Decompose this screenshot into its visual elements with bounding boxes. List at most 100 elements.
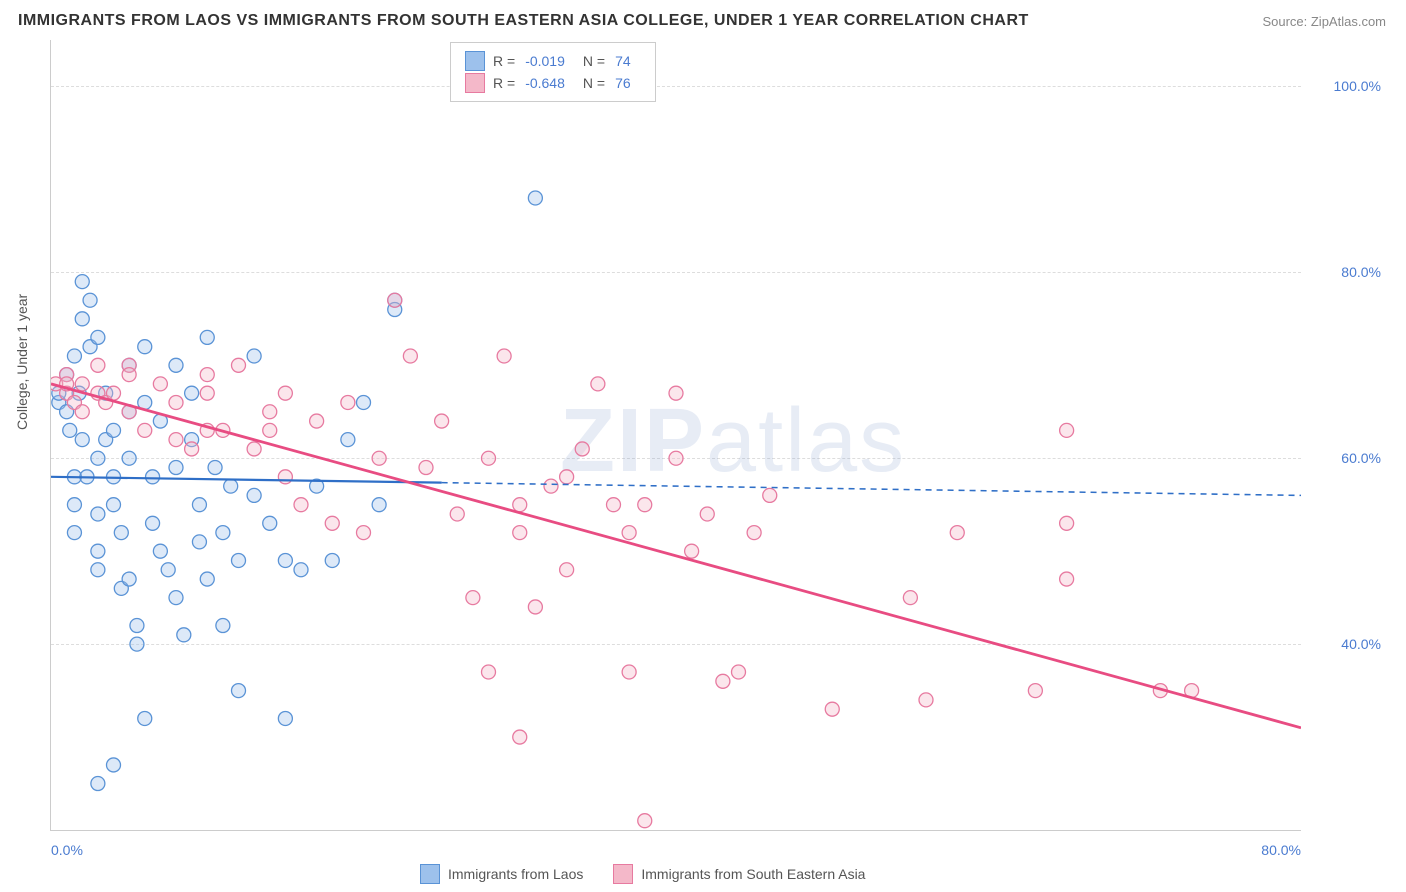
- scatter-point: [169, 433, 183, 447]
- r-label: R =: [493, 75, 515, 91]
- scatter-point: [419, 461, 433, 475]
- scatter-point: [919, 693, 933, 707]
- scatter-point: [497, 349, 511, 363]
- scatter-point: [560, 470, 574, 484]
- scatter-point: [232, 684, 246, 698]
- scatter-point: [357, 526, 371, 540]
- scatter-point: [107, 758, 121, 772]
- scatter-point: [200, 368, 214, 382]
- scatter-point: [263, 405, 277, 419]
- scatter-point: [169, 461, 183, 475]
- scatter-point: [169, 395, 183, 409]
- scatter-point: [192, 535, 206, 549]
- scatter-point: [482, 451, 496, 465]
- scatter-point: [763, 488, 777, 502]
- scatter-point: [91, 777, 105, 791]
- scatter-point: [263, 516, 277, 530]
- r-value-sea: -0.648: [525, 75, 565, 91]
- scatter-point: [232, 553, 246, 567]
- y-tick-label: 60.0%: [1311, 450, 1381, 466]
- scatter-point: [122, 368, 136, 382]
- scatter-point: [130, 619, 144, 633]
- scatter-point: [435, 414, 449, 428]
- scatter-point: [185, 386, 199, 400]
- scatter-point: [138, 423, 152, 437]
- scatter-point: [528, 600, 542, 614]
- scatter-point: [247, 488, 261, 502]
- scatter-point: [638, 814, 652, 828]
- scatter-point: [950, 526, 964, 540]
- scatter-point: [825, 702, 839, 716]
- scatter-point: [278, 711, 292, 725]
- scatter-point: [591, 377, 605, 391]
- scatter-point: [669, 451, 683, 465]
- r-value-laos: -0.019: [525, 53, 565, 69]
- swatch-sea: [465, 73, 485, 93]
- scatter-point: [83, 293, 97, 307]
- scatter-point: [263, 423, 277, 437]
- scatter-point: [278, 553, 292, 567]
- n-label: N =: [583, 75, 605, 91]
- scatter-point: [341, 433, 355, 447]
- n-value-sea: 76: [615, 75, 631, 91]
- scatter-point: [153, 377, 167, 391]
- scatter-point: [75, 275, 89, 289]
- scatter-point: [67, 526, 81, 540]
- scatter-point: [1060, 423, 1074, 437]
- legend-row-sea: R = -0.648 N = 76: [465, 73, 641, 93]
- legend-item-laos: Immigrants from Laos: [420, 864, 583, 884]
- scatter-point: [747, 526, 761, 540]
- scatter-point: [107, 386, 121, 400]
- scatter-point: [310, 414, 324, 428]
- scatter-point: [200, 572, 214, 586]
- scatter-point: [278, 470, 292, 484]
- scatter-point: [122, 451, 136, 465]
- scatter-point: [75, 433, 89, 447]
- scatter-point: [75, 405, 89, 419]
- y-axis-label: College, Under 1 year: [14, 294, 30, 430]
- scatter-point: [200, 386, 214, 400]
- scatter-point: [200, 330, 214, 344]
- legend-row-laos: R = -0.019 N = 74: [465, 51, 641, 71]
- scatter-point: [700, 507, 714, 521]
- scatter-svg: [51, 40, 1301, 830]
- scatter-point: [278, 386, 292, 400]
- trend-line-dashed: [442, 483, 1301, 496]
- scatter-point: [91, 451, 105, 465]
- scatter-point: [372, 451, 386, 465]
- source-label: Source: ZipAtlas.com: [1262, 14, 1386, 29]
- scatter-point: [169, 358, 183, 372]
- x-tick-label: 0.0%: [51, 842, 83, 858]
- scatter-point: [107, 423, 121, 437]
- scatter-point: [224, 479, 238, 493]
- scatter-point: [138, 711, 152, 725]
- scatter-point: [1028, 684, 1042, 698]
- scatter-point: [403, 349, 417, 363]
- scatter-point: [138, 340, 152, 354]
- scatter-point: [607, 498, 621, 512]
- chart-plot-area: 40.0%60.0%80.0%100.0%0.0%80.0%: [50, 40, 1301, 831]
- scatter-point: [638, 498, 652, 512]
- scatter-point: [247, 442, 261, 456]
- scatter-point: [685, 544, 699, 558]
- scatter-point: [216, 526, 230, 540]
- scatter-point: [75, 312, 89, 326]
- scatter-point: [388, 293, 402, 307]
- scatter-point: [161, 563, 175, 577]
- scatter-point: [146, 516, 160, 530]
- y-tick-label: 40.0%: [1311, 636, 1381, 652]
- scatter-point: [247, 349, 261, 363]
- scatter-point: [575, 442, 589, 456]
- scatter-point: [1060, 516, 1074, 530]
- scatter-point: [341, 395, 355, 409]
- swatch-laos-icon: [420, 864, 440, 884]
- scatter-point: [153, 544, 167, 558]
- scatter-point: [122, 572, 136, 586]
- scatter-point: [91, 358, 105, 372]
- legend-item-sea: Immigrants from South Eastern Asia: [613, 864, 865, 884]
- scatter-point: [450, 507, 464, 521]
- n-value-laos: 74: [615, 53, 631, 69]
- scatter-point: [192, 498, 206, 512]
- r-label: R =: [493, 53, 515, 69]
- scatter-point: [107, 498, 121, 512]
